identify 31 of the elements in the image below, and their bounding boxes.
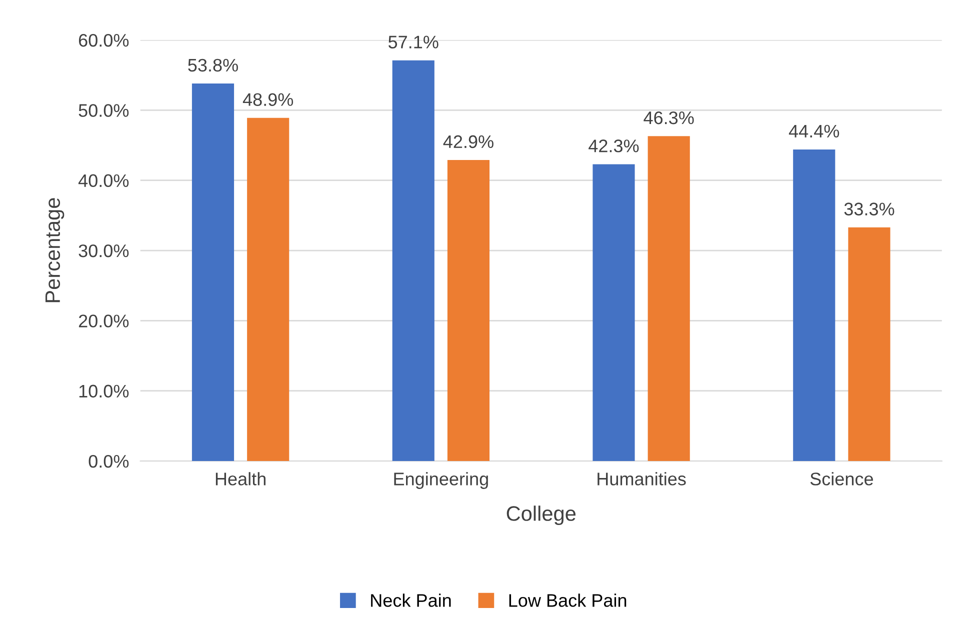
data-label: 44.4% [788,124,840,138]
data-label: 46.3% [644,111,694,124]
y-tick-label: 30.0% [78,244,129,258]
bar [648,136,690,462]
bar [592,164,635,462]
data-label: 57.1% [388,36,438,48]
data-label: 42.3% [588,140,639,152]
x-tick-label: Engineering [394,472,488,489]
y-tick-label: 0.0% [88,454,129,468]
bar [793,149,836,462]
data-label: 48.9% [242,93,294,106]
legend-label: Low Back Pain [509,594,626,607]
x-tick-label: Health [216,472,266,486]
data-label: 33.3% [844,202,894,216]
data-label: 42.9% [443,135,494,148]
legend-label: Neck Pain [371,594,451,607]
y-tick-label: 10.0% [79,384,129,398]
bar [247,118,290,462]
y-axis-title: Percentage [46,198,64,302]
bar [447,160,490,462]
data-label: 53.8% [188,58,238,72]
y-tick-label: 20.0% [78,314,129,328]
y-tick-label: 40.0% [78,174,129,188]
x-tick-label: Science [810,472,873,486]
bar [392,60,434,462]
y-tick-label: 60.0% [78,34,129,47]
x-tick-label: Humanities [598,472,686,486]
bar [848,227,890,462]
bar [192,84,234,462]
x-axis-title: College [506,506,576,526]
y-tick-label: 50.0% [78,104,129,117]
